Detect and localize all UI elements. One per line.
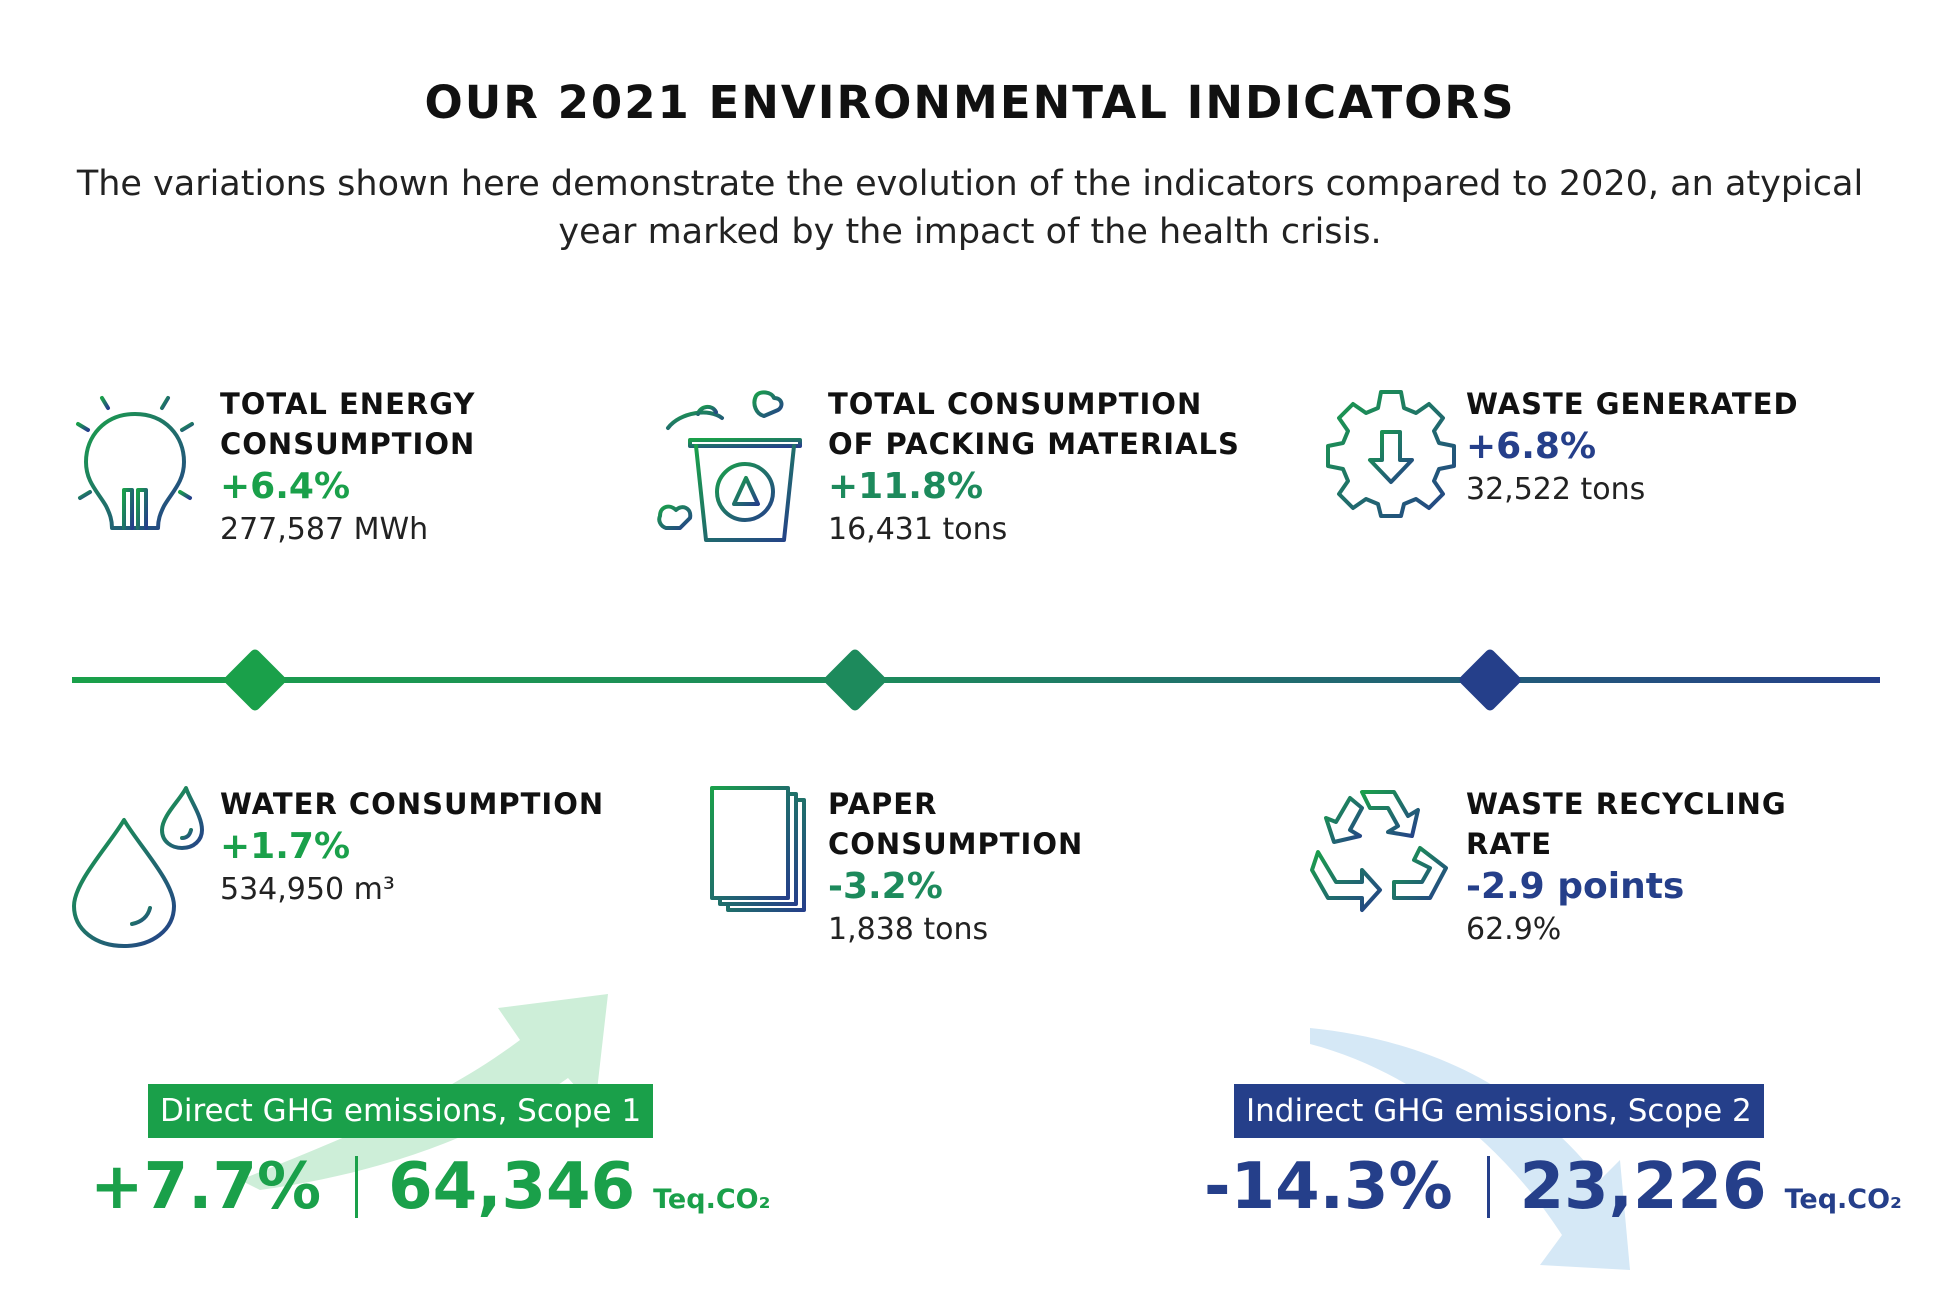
paper-stack-icon: [710, 786, 806, 912]
indicator-value: 32,522 tons: [1466, 472, 1646, 507]
scope1-label: Direct GHG emissions, Scope 1: [148, 1084, 654, 1138]
separator: [355, 1156, 359, 1218]
indicator-value: 16,431 tons: [828, 512, 1008, 547]
indicator-recycling-rate: WASTE RECYCLING RATE -2.9 points 62.9%: [1466, 784, 1787, 950]
decrease-arrow-icon: [1310, 1028, 1630, 1270]
scope2-value: 23,226: [1519, 1150, 1767, 1224]
indicator-value: 277,587 MWh: [220, 512, 429, 547]
scope2-unit: Teq.CO₂: [1784, 1184, 1902, 1215]
page-subtitle: The variations shown here demonstrate th…: [76, 164, 1864, 252]
scope2-label: Indirect GHG emissions, Scope 2: [1234, 1084, 1764, 1138]
indicator-change: -2.9 points: [1466, 866, 1685, 907]
indicator-change: +6.8%: [1466, 426, 1597, 467]
indicator-label: WASTE GENERATED: [1466, 387, 1799, 421]
indicator-label: TOTAL CONSUMPTION OF PACKING MATERIALS: [828, 387, 1240, 461]
scope1-figures: +7.7% 64,346 Teq.CO₂: [90, 1150, 770, 1224]
indicator-change: +1.7%: [220, 826, 351, 867]
indicator-label: PAPER CONSUMPTION: [828, 787, 1084, 861]
indicator-water: WATER CONSUMPTION +1.7% 534,950 m³: [220, 784, 604, 910]
indicator-paper: PAPER CONSUMPTION -3.2% 1,838 tons: [828, 784, 1083, 950]
separator: [1486, 1156, 1490, 1218]
recycle-icon: [1310, 790, 1448, 912]
increase-arrow-icon: [240, 994, 608, 1190]
indicator-change: +6.4%: [220, 466, 351, 507]
page-title: OUR 2021 ENVIRONMENTAL INDICATORS: [424, 76, 1516, 129]
timeline-marker: [1459, 649, 1521, 711]
indicator-label: WASTE RECYCLING RATE: [1466, 787, 1787, 861]
indicator-energy: TOTAL ENERGY CONSUMPTION +6.4% 277,587 M…: [220, 384, 475, 550]
indicator-value: 534,950 m³: [220, 872, 395, 907]
scope1-unit: Teq.CO₂: [653, 1184, 771, 1215]
indicator-value: 62.9%: [1466, 912, 1562, 947]
indicator-label: WATER CONSUMPTION: [220, 787, 605, 821]
indicator-change: -3.2%: [828, 866, 943, 907]
timeline-marker: [824, 649, 886, 711]
scope1-value: 64,346: [388, 1150, 636, 1224]
scope2-figures: -14.3% 23,226 Teq.CO₂: [1204, 1150, 1902, 1224]
water-drop-icon: [72, 786, 204, 948]
indicator-change: +11.8%: [828, 466, 984, 507]
timeline-marker: [224, 649, 286, 711]
scope2-change: -14.3%: [1204, 1150, 1453, 1224]
indicator-packing: TOTAL CONSUMPTION OF PACKING MATERIALS +…: [828, 384, 1240, 550]
indicator-waste-generated: WASTE GENERATED +6.8% 32,522 tons: [1466, 384, 1799, 510]
indicator-value: 1,838 tons: [828, 912, 989, 947]
gear-down-arrow-icon: [1326, 390, 1456, 518]
indicator-label: TOTAL ENERGY CONSUMPTION: [220, 387, 476, 461]
lightbulb-icon: [70, 388, 200, 554]
scope1-change: +7.7%: [90, 1150, 322, 1224]
recycle-bin-icon: [657, 390, 806, 542]
